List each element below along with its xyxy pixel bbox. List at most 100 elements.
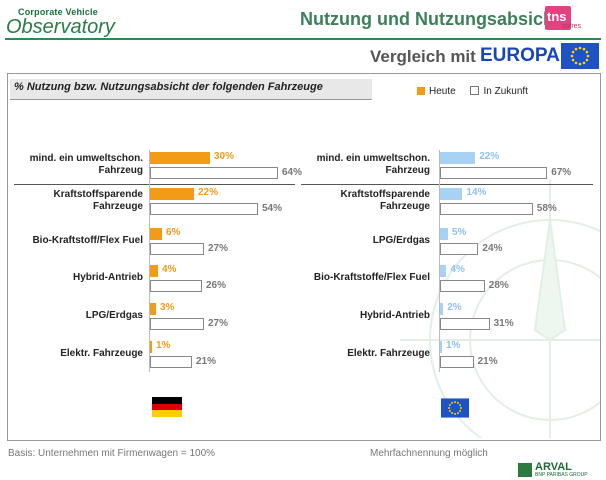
tns-text: tns	[547, 9, 567, 24]
compass-watermark-icon	[400, 180, 600, 438]
value-label-zukunft-eu: 31%	[493, 318, 514, 329]
value-label-heute-eu: 5%	[452, 227, 467, 238]
category-label-de: Elektr. Fahrzeuge	[0, 348, 143, 360]
category-label-de: LPG/Erdgas	[0, 310, 143, 322]
bar-heute-de	[150, 228, 162, 240]
value-label-zukunft-eu: 67%	[551, 167, 572, 178]
chart-subtitle: % Nutzung bzw. Nutzungsabsicht der folge…	[10, 79, 372, 100]
category-label-line: Fahrzeug	[98, 165, 143, 176]
arval-sub: BNP PARIBAS GROUP	[535, 472, 588, 478]
value-label-heute-eu: 14%	[466, 187, 487, 198]
page-title: Nutzung und Nutzungsabsicht	[300, 9, 560, 29]
eu-star	[585, 58, 589, 62]
value-label-zukunft-eu: 21%	[477, 356, 498, 367]
category-label-line: Elektr. Fahrzeuge	[60, 348, 143, 359]
bar-heute-eu	[440, 341, 442, 353]
bar-heute-eu	[440, 303, 444, 315]
bar-zukunft-eu	[440, 356, 474, 368]
legend-item-zukunft: In Zukunft	[470, 86, 528, 97]
eu-star	[448, 409, 451, 412]
bar-heute-eu	[440, 188, 463, 200]
compare-region: EUROPA	[480, 45, 560, 66]
bar-heute-de	[150, 303, 156, 315]
legend-item-heute: Heute	[417, 86, 456, 97]
eu-flag-icon	[561, 43, 599, 69]
eu-star	[454, 401, 456, 404]
eu-star	[582, 61, 586, 65]
chart-divider-eu	[301, 184, 593, 185]
bar-zukunft-de	[150, 356, 192, 368]
category-label-de: mind. ein umweltschon. Fahrzeug	[0, 153, 143, 177]
bar-zukunft-de	[150, 243, 204, 255]
eu-star	[451, 401, 454, 404]
legend-swatch-heute	[417, 87, 425, 95]
value-label-heute-eu: 22%	[479, 151, 500, 162]
category-label-eu: Hybrid-Antrieb	[270, 310, 430, 322]
germany-flag-icon	[152, 397, 182, 418]
eu-star	[570, 54, 574, 58]
eu-star	[456, 401, 459, 404]
chart-axis-eu	[439, 150, 440, 372]
cvo-logo: Corporate Vehicle Observatory	[6, 7, 115, 49]
bar-zukunft-eu	[440, 243, 479, 255]
value-label-heute-de: 3%	[160, 302, 175, 313]
category-label-eu: mind. ein umweltschon. Fahrzeug	[270, 153, 430, 177]
category-label-line: LPG/Erdgas	[372, 235, 430, 246]
bar-zukunft-de	[150, 280, 202, 292]
eu-star	[582, 47, 586, 51]
bar-heute-de	[150, 265, 158, 277]
value-label-heute-de: 1%	[156, 340, 171, 351]
category-label-line: Kraftstoffsparende	[53, 189, 143, 200]
value-label-heute-eu: 2%	[447, 302, 462, 313]
category-label-line: mind. ein umweltschon.	[29, 153, 143, 164]
logo-line2: Observatory	[6, 16, 115, 38]
arval-name: ARVAL	[535, 461, 572, 473]
eu-star	[459, 404, 462, 407]
eu-star	[574, 47, 578, 51]
value-label-zukunft-de: 27%	[208, 318, 229, 329]
value-label-zukunft-de: 27%	[208, 243, 229, 254]
category-label-line: Hybrid-Antrieb	[73, 272, 143, 283]
bar-zukunft-eu	[440, 167, 548, 179]
footnote-note: Mehrfachnennung möglich	[370, 448, 488, 459]
bar-zukunft-eu	[440, 318, 490, 330]
bar-heute-de	[150, 188, 194, 200]
eu-star	[578, 62, 582, 66]
value-label-zukunft-eu: 58%	[536, 203, 557, 214]
category-label-de: Bio-Kraftstoff/Flex Fuel	[0, 235, 143, 247]
category-label-line: Hybrid-Antrieb	[360, 310, 430, 321]
chart-divider-de	[14, 184, 295, 185]
value-label-heute-de: 22%	[198, 187, 219, 198]
eu-star	[456, 412, 459, 415]
eu-star	[459, 407, 462, 409]
eu-star	[459, 409, 462, 412]
eu-star	[571, 58, 575, 62]
bar-heute-eu	[440, 265, 447, 277]
category-label-eu: Elektr. Fahrzeuge	[270, 348, 430, 360]
eu-star	[586, 54, 590, 58]
eu-star	[451, 412, 454, 415]
category-label-de: Hybrid-Antrieb	[0, 272, 143, 284]
bar-zukunft-de	[150, 203, 258, 215]
bar-zukunft-de	[150, 318, 204, 330]
logo-line1: Corporate Vehicle	[18, 7, 98, 17]
category-label-line: Elektr. Fahrzeuge	[347, 348, 430, 359]
value-label-heute-de: 6%	[166, 227, 181, 238]
legend-swatch-zukunft	[470, 86, 480, 95]
bar-heute-de	[150, 341, 152, 353]
category-label-eu: Kraftstoffsparende Fahrzeuge	[270, 189, 430, 213]
category-label-line: Fahrzeuge	[379, 201, 430, 212]
category-label-eu: LPG/Erdgas	[270, 235, 430, 247]
bar-zukunft-eu	[440, 280, 485, 292]
value-label-zukunft-de: 26%	[206, 280, 227, 291]
tns-sofres-logo: tns sofres	[545, 6, 581, 36]
eu-star	[578, 46, 582, 50]
bar-zukunft-de	[150, 167, 278, 179]
legend-label-heute: Heute	[429, 86, 456, 97]
value-label-zukunft-de: 64%	[282, 167, 303, 178]
category-label-line: Bio-Kraftstoffe/Flex Fuel	[313, 272, 430, 283]
bar-heute-eu	[440, 228, 448, 240]
value-label-heute-eu: 1%	[446, 340, 461, 351]
eu-star	[448, 404, 451, 407]
value-label-zukunft-eu: 24%	[482, 243, 503, 254]
